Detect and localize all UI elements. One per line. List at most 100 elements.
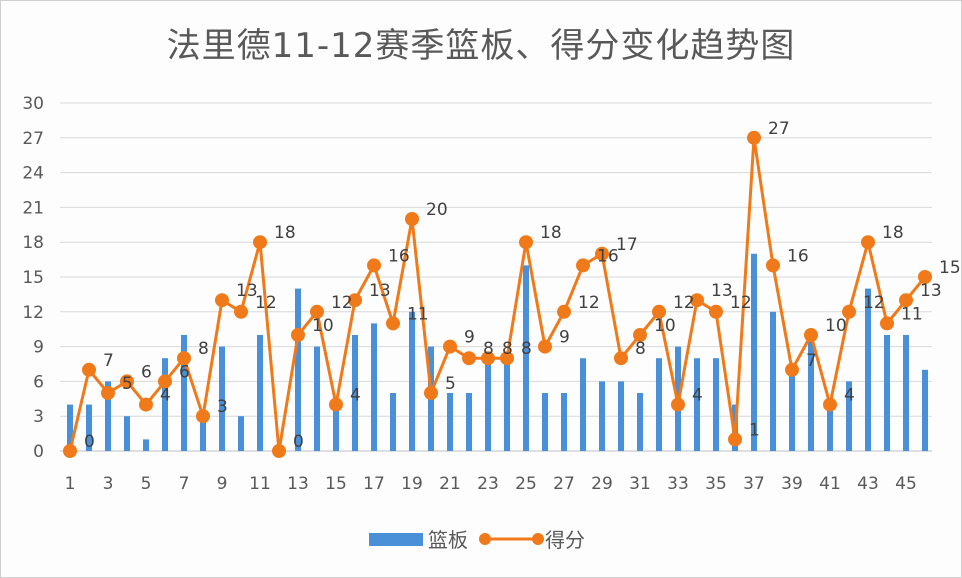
rebound-bar [162, 358, 168, 451]
rebounds-bars [67, 253, 928, 451]
points-data-label: 12 [673, 293, 695, 313]
points-marker-icon [557, 304, 571, 319]
points-data-label: 0 [293, 432, 304, 452]
chart-legend: 篮板 得分 [369, 528, 585, 552]
points-marker-icon [253, 235, 267, 250]
x-tick-label: 39 [781, 474, 803, 494]
points-marker-icon [462, 351, 476, 366]
rebound-bar [656, 358, 662, 451]
points-data-label: 27 [768, 119, 790, 139]
points-data-label: 10 [312, 316, 334, 336]
points-data-label: 13 [920, 281, 942, 301]
rebound-bar [371, 323, 377, 451]
points-data-label: 1 [749, 420, 760, 440]
points-data-label: 12 [578, 293, 600, 313]
points-marker-icon [234, 304, 248, 319]
rebound-bar [314, 346, 320, 451]
points-data-label: 8 [483, 339, 494, 359]
y-tick-label: 12 [22, 303, 44, 323]
points-data-label: 17 [616, 235, 638, 255]
gridlines [60, 102, 932, 452]
points-data-label: 10 [825, 316, 847, 336]
points-line [63, 130, 932, 458]
points-marker-icon [918, 270, 932, 284]
points-data-label: 4 [692, 386, 703, 406]
points-data-label: 12 [255, 293, 277, 313]
points-data-label: 12 [863, 293, 885, 313]
points-data-label: 8 [635, 339, 646, 359]
rebound-bar [333, 404, 339, 451]
points-data-label: 13 [711, 281, 733, 301]
x-tick-label: 17 [363, 474, 385, 494]
points-data-label: 11 [407, 304, 429, 324]
rebound-bar [637, 393, 643, 451]
points-marker-icon [538, 339, 552, 354]
x-tick-label: 23 [477, 474, 499, 494]
points-data-label: 20 [426, 200, 448, 220]
legend-line-marker-icon [532, 533, 544, 545]
rebound-bar [181, 335, 187, 451]
points-marker-icon [576, 258, 590, 273]
points-data-label: 16 [388, 246, 410, 266]
rebound-bar [466, 393, 472, 451]
y-tick-label: 3 [33, 407, 44, 427]
legend-bar-swatch [369, 533, 423, 546]
y-tick-label: 0 [33, 442, 44, 462]
legend-line-marker-icon [479, 533, 491, 545]
x-tick-label: 11 [249, 474, 271, 494]
rebound-bar [86, 404, 92, 451]
x-tick-label: 41 [819, 474, 841, 494]
points-marker-icon [747, 130, 761, 145]
points-data-label: 16 [597, 246, 619, 266]
x-tick-label: 13 [287, 474, 309, 494]
points-marker-icon [177, 351, 191, 366]
points-data-label: 5 [445, 374, 456, 394]
y-tick-label: 21 [22, 198, 44, 218]
rebound-bar [447, 393, 453, 451]
x-tick-label: 45 [895, 474, 917, 494]
x-tick-label: 1 [65, 474, 76, 494]
x-tick-label: 9 [217, 474, 228, 494]
points-marker-icon [899, 293, 913, 308]
rebound-bar [770, 311, 776, 451]
rebound-bar [713, 358, 719, 451]
points-marker-icon [766, 258, 780, 273]
points-data-label: 13 [236, 281, 258, 301]
points-data-label: 12 [331, 293, 353, 313]
points-marker-icon [272, 444, 286, 458]
y-tick-label: 6 [33, 372, 44, 392]
points-marker-icon [785, 362, 799, 377]
rebound-bar [694, 358, 700, 451]
points-marker-icon [120, 374, 134, 389]
points-marker-icon [595, 246, 609, 261]
rebound-bar [105, 381, 111, 451]
rebound-bar [846, 381, 852, 451]
rebound-bar [295, 288, 301, 451]
rebound-bar [219, 346, 225, 451]
points-marker-icon [158, 374, 172, 389]
rebound-bar [751, 253, 757, 451]
y-tick-label: 9 [33, 338, 44, 358]
points-marker-icon [652, 304, 666, 319]
points-marker-icon [633, 328, 647, 342]
points-data-label: 6 [179, 362, 190, 382]
points-data-label: 12 [730, 293, 752, 313]
points-marker-icon [823, 397, 837, 412]
x-tick-label: 21 [439, 474, 461, 494]
points-marker-icon [842, 304, 856, 319]
x-tick-label: 33 [667, 474, 689, 494]
points-data-label: 15 [939, 258, 961, 278]
x-tick-label: 43 [857, 474, 879, 494]
rebound-bar [523, 265, 529, 451]
rebound-bar [561, 393, 567, 451]
x-tick-label: 19 [401, 474, 423, 494]
x-tick-label: 15 [325, 474, 347, 494]
points-data-label: 7 [103, 351, 114, 371]
rebound-bar [599, 381, 605, 451]
points-marker-icon [101, 386, 115, 400]
points-marker-icon [386, 316, 400, 331]
points-marker-icon [690, 293, 704, 308]
points-polyline [68, 136, 927, 453]
points-data-label: 13 [369, 281, 391, 301]
